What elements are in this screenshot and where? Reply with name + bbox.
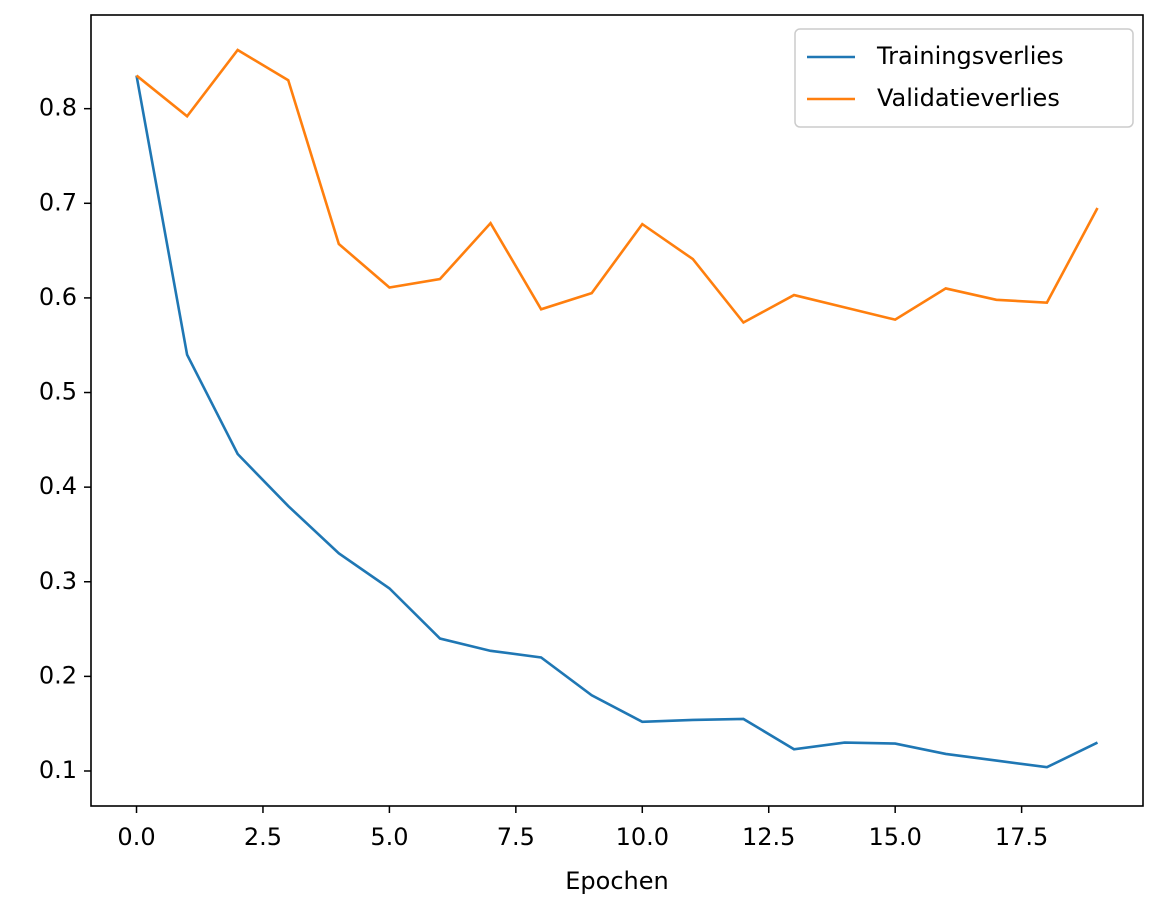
- x-tick-label: 2.5: [244, 823, 282, 851]
- x-tick-label: 15.0: [868, 823, 921, 851]
- data-line: [135, 48, 1099, 325]
- x-tick-label: 0.0: [117, 823, 155, 851]
- y-tick-label: 0.7: [39, 188, 77, 216]
- legend-label: Trainingsverlies: [876, 42, 1064, 70]
- y-tick-label: 0.4: [39, 472, 77, 500]
- x-axis-label: Epochen: [565, 867, 668, 895]
- y-tick-label: 0.1: [39, 756, 77, 784]
- x-tick-label: 10.0: [616, 823, 669, 851]
- x-tick-label: 17.5: [995, 823, 1048, 851]
- y-tick-label: 0.8: [39, 94, 77, 122]
- legend-box: [794, 28, 1134, 128]
- y-tick-label: 0.2: [39, 661, 77, 689]
- y-tick-label: 0.6: [39, 283, 77, 311]
- y-tick-label: 0.5: [39, 378, 77, 406]
- y-tick-label: 0.3: [39, 567, 77, 595]
- x-tick-label: 7.5: [497, 823, 535, 851]
- x-tick-label: 12.5: [742, 823, 795, 851]
- legend-label: Validatieverlies: [877, 84, 1060, 112]
- plot-frame: [90, 14, 1144, 807]
- data-line: [135, 75, 1099, 769]
- x-tick-label: 5.0: [370, 823, 408, 851]
